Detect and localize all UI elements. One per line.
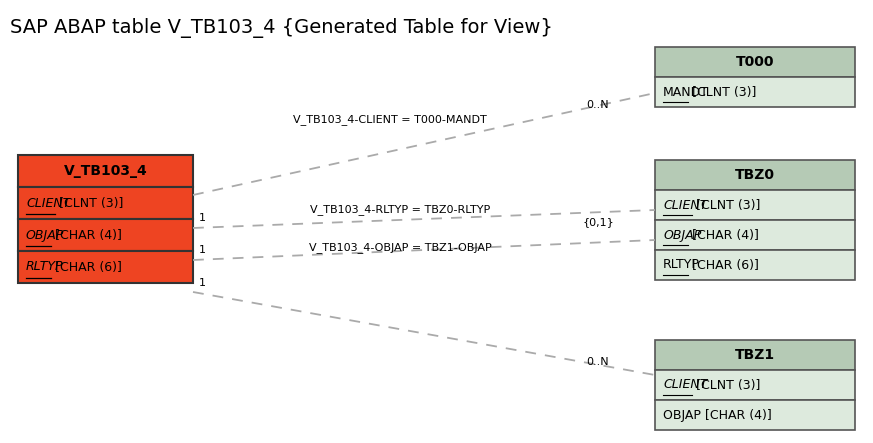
Text: 0..N: 0..N bbox=[587, 100, 609, 110]
Text: OBJAP: OBJAP bbox=[26, 229, 65, 241]
Bar bbox=[655, 220, 855, 250]
Bar bbox=[655, 400, 855, 430]
Text: 1: 1 bbox=[198, 245, 205, 255]
Text: [CLNT (3)]: [CLNT (3)] bbox=[688, 85, 756, 98]
Text: [CLNT (3)]: [CLNT (3)] bbox=[692, 198, 761, 211]
Text: 1: 1 bbox=[198, 278, 205, 288]
Bar bbox=[18, 219, 193, 251]
Bar bbox=[18, 251, 193, 283]
Text: [CLNT (3)]: [CLNT (3)] bbox=[56, 197, 124, 210]
Text: SAP ABAP table V_TB103_4 {Generated Table for View}: SAP ABAP table V_TB103_4 {Generated Tabl… bbox=[10, 18, 553, 38]
Text: RLTYP: RLTYP bbox=[663, 259, 700, 272]
Text: [CLNT (3)]: [CLNT (3)] bbox=[692, 378, 761, 392]
Bar bbox=[18, 187, 193, 219]
Text: MANDT: MANDT bbox=[663, 85, 709, 98]
Bar bbox=[655, 47, 855, 77]
Bar bbox=[18, 155, 193, 187]
Text: {0,1}: {0,1} bbox=[582, 217, 614, 227]
Text: RLTYP: RLTYP bbox=[26, 260, 64, 273]
Text: OBJAP: OBJAP bbox=[663, 229, 701, 241]
Bar bbox=[655, 370, 855, 400]
Text: 1: 1 bbox=[198, 213, 205, 223]
Text: [CHAR (4)]: [CHAR (4)] bbox=[688, 229, 759, 241]
Text: [CHAR (6)]: [CHAR (6)] bbox=[688, 259, 759, 272]
Bar bbox=[655, 77, 855, 107]
Text: V_TB103_4: V_TB103_4 bbox=[64, 164, 148, 178]
Text: TBZ0: TBZ0 bbox=[735, 168, 775, 182]
Text: 0..N: 0..N bbox=[587, 357, 609, 367]
Text: CLIENT: CLIENT bbox=[663, 198, 707, 211]
Bar bbox=[655, 340, 855, 370]
Text: [CHAR (4)]: [CHAR (4)] bbox=[51, 229, 121, 241]
Text: V_TB103_4-RLTYP = TBZ0-RLTYP: V_TB103_4-RLTYP = TBZ0-RLTYP bbox=[310, 205, 490, 215]
Text: T000: T000 bbox=[736, 55, 774, 69]
Text: CLIENT: CLIENT bbox=[663, 378, 707, 392]
Text: OBJAP [CHAR (4)]: OBJAP [CHAR (4)] bbox=[663, 408, 772, 421]
Text: TBZ1: TBZ1 bbox=[735, 348, 775, 362]
Bar bbox=[655, 190, 855, 220]
Text: CLIENT: CLIENT bbox=[26, 197, 71, 210]
Text: V_TB103_4-OBJAP = TBZ1-OBJAP: V_TB103_4-OBJAP = TBZ1-OBJAP bbox=[309, 243, 491, 253]
Bar bbox=[655, 160, 855, 190]
Bar bbox=[655, 250, 855, 280]
Text: [CHAR (6)]: [CHAR (6)] bbox=[51, 260, 121, 273]
Text: V_TB103_4-CLIENT = T000-MANDT: V_TB103_4-CLIENT = T000-MANDT bbox=[293, 115, 487, 125]
